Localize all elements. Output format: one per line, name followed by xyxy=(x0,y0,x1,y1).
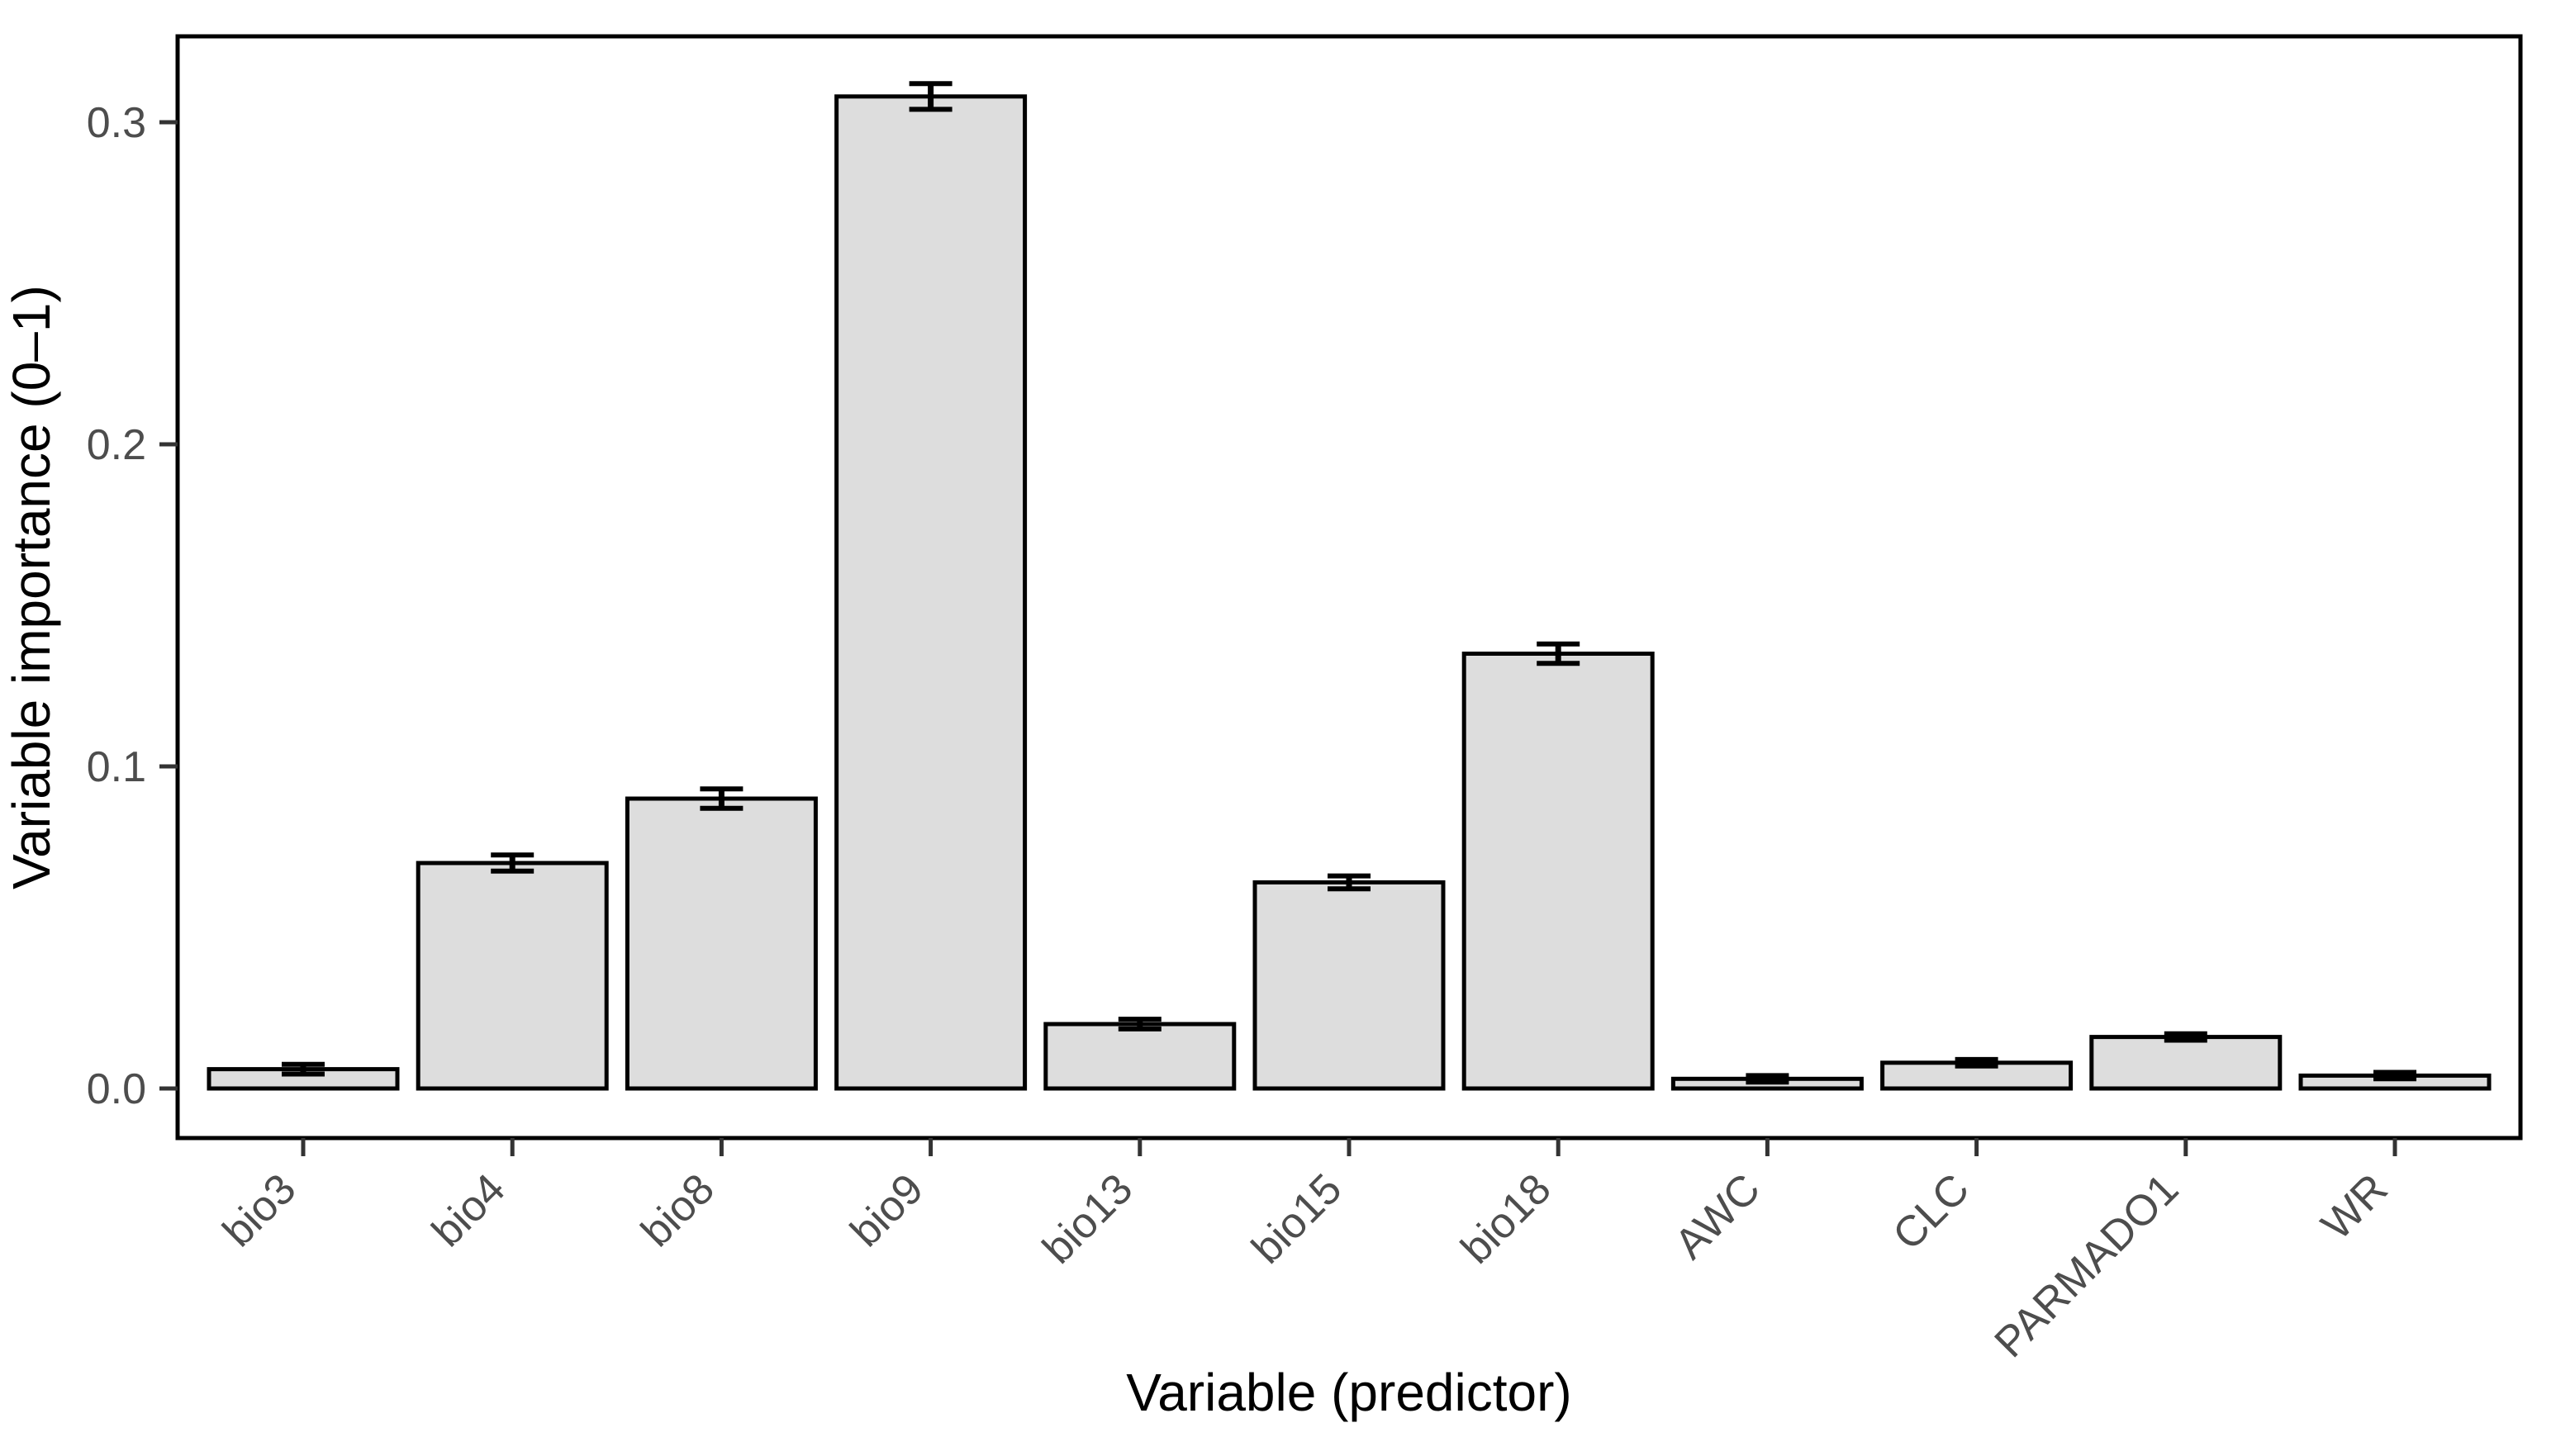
tick-labels-group: bio3 bio4 bio8 bio9 bio13 bio15 bio18 AWC CLC PAR… xyxy=(87,99,2397,1367)
bars-group xyxy=(207,94,2492,1091)
error-bars-group xyxy=(282,81,2416,1085)
x-tick-label-bio9: bio9 xyxy=(842,1164,934,1256)
x-tick-label-bio8: bio8 xyxy=(632,1164,724,1256)
bar-bio18 xyxy=(1461,652,1655,1091)
y-tick-label-0.2: 0.2 xyxy=(87,421,146,469)
bar-PARMADO1 xyxy=(2089,1035,2283,1091)
bar-bio8 xyxy=(625,796,818,1091)
x-tick-label-PARMADO1: PARMADO1 xyxy=(1986,1164,2188,1367)
x-tick-label-bio13: bio13 xyxy=(1033,1164,1142,1273)
axis-ticks-group xyxy=(159,120,2397,1156)
x-tick-label-CLC: CLC xyxy=(1884,1164,1979,1259)
y-tick-label-0.3: 0.3 xyxy=(87,99,146,147)
y-tick-label-0.0: 0.0 xyxy=(87,1065,146,1113)
x-tick-label-AWC: AWC xyxy=(1665,1164,1769,1268)
y-tick-label-0.1: 0.1 xyxy=(87,743,146,791)
bar-bio13 xyxy=(1043,1022,1237,1091)
bar-bio15 xyxy=(1252,880,1446,1091)
x-tick-label-bio3: bio3 xyxy=(214,1164,306,1256)
x-tick-label-bio4: bio4 xyxy=(423,1164,515,1256)
x-tick-label-WR: WR xyxy=(2312,1164,2397,1249)
x-axis-title: Variable (predictor) xyxy=(1126,1363,1571,1422)
x-tick-label-bio15: bio15 xyxy=(1243,1164,1352,1273)
x-tick-label-bio18: bio18 xyxy=(1452,1164,1561,1273)
bar-bio9 xyxy=(834,94,1028,1091)
y-axis-title: Variable importance (0–1) xyxy=(2,285,61,889)
bar-bio4 xyxy=(416,861,609,1091)
